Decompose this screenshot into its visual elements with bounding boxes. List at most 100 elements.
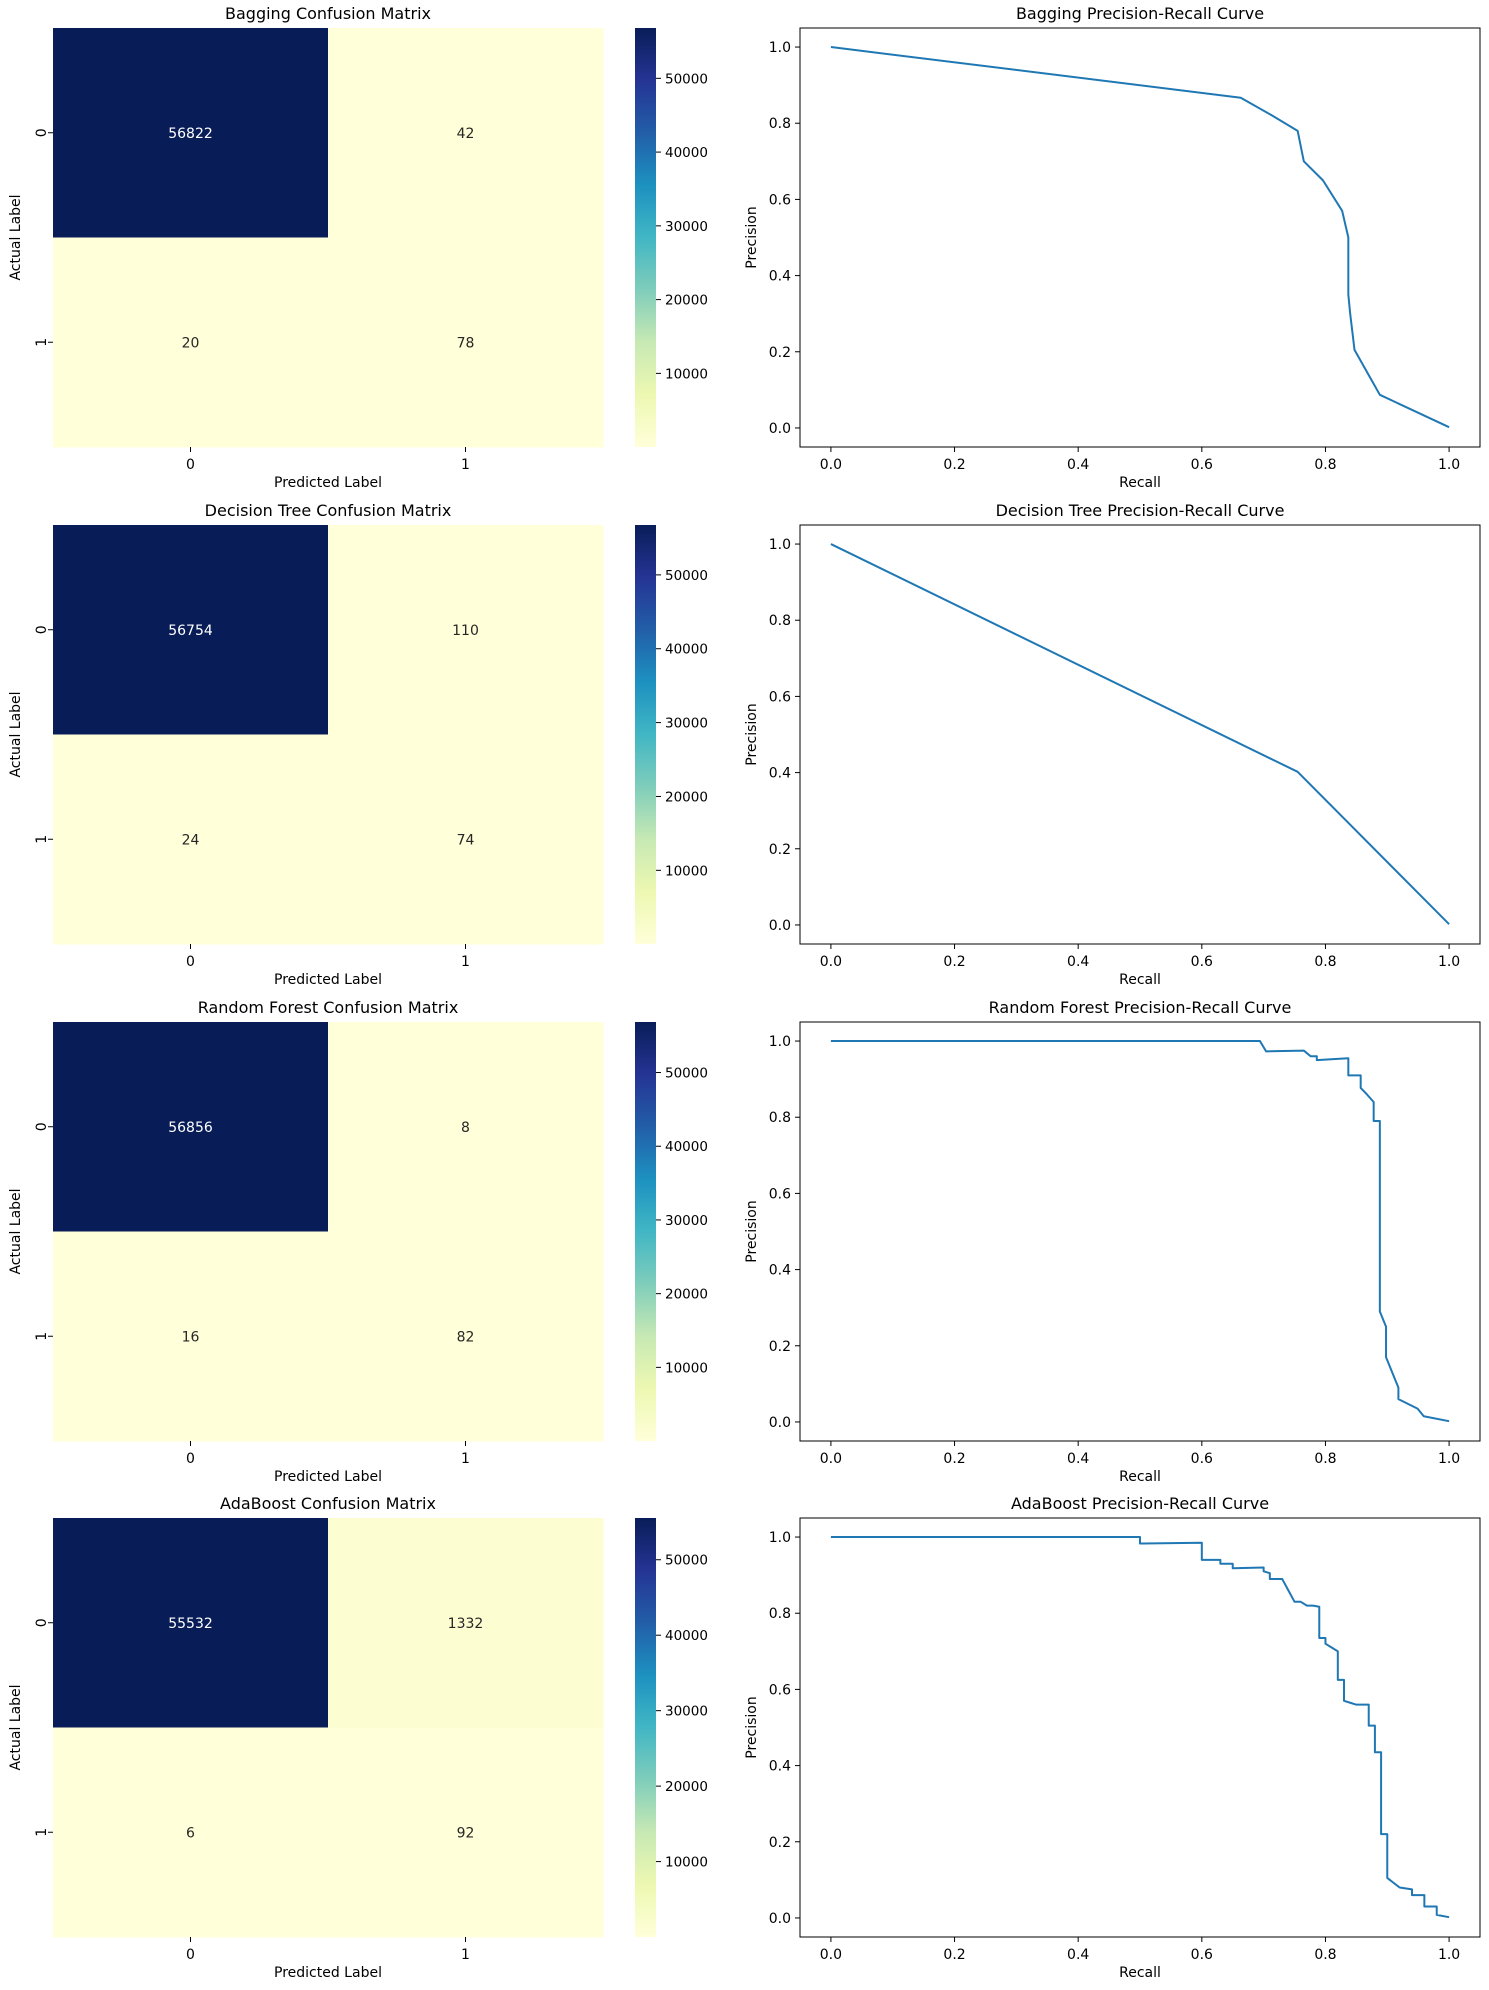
x-axis-label: Predicted Label <box>274 972 382 988</box>
colorbar <box>635 1022 656 1441</box>
x-tick-label: 0.0 <box>820 954 842 970</box>
y-tick-label: 0.0 <box>769 421 791 437</box>
x-tick-label: 1 <box>461 1451 470 1467</box>
x-tick-label: 1.0 <box>1438 954 1460 970</box>
heatmap-cell <box>328 28 604 238</box>
heatmap-cell <box>328 1518 604 1728</box>
x-tick-label: 0 <box>186 1451 195 1467</box>
x-tick-label: 1.0 <box>1438 1451 1460 1467</box>
cell-value-label: 55532 <box>168 1616 213 1632</box>
y-tick-label: 0.8 <box>769 613 791 629</box>
colorbar-tick-label: 20000 <box>665 293 708 309</box>
cell-value-label: 74 <box>457 832 475 848</box>
y-tick-label: 1 <box>34 338 50 347</box>
x-tick-label: 0.6 <box>1191 1947 1213 1963</box>
heatmap-title: Decision Tree Confusion Matrix <box>205 501 452 520</box>
colorbar-tick-label: 30000 <box>665 1704 708 1720</box>
x-tick-label: 0.2 <box>943 1451 965 1467</box>
heatmap-cell <box>328 1727 604 1938</box>
x-tick-label: 0 <box>186 954 195 970</box>
x-tick-label: 0.2 <box>943 954 965 970</box>
y-tick-label: 0.2 <box>769 1835 791 1851</box>
x-tick-label: 0.2 <box>943 1947 965 1963</box>
y-tick-label: 0.4 <box>769 766 791 782</box>
cell-value-label: 110 <box>452 623 479 639</box>
y-tick-label: 0.8 <box>769 1110 791 1126</box>
y-tick-label: 0.4 <box>769 1759 791 1775</box>
colorbar-tick-label: 30000 <box>665 716 708 732</box>
y-tick-label: 0.2 <box>769 1339 791 1355</box>
x-tick-label: 0.6 <box>1191 457 1213 473</box>
y-tick-label: 0.0 <box>769 1415 791 1431</box>
x-tick-label: 0.0 <box>820 1947 842 1963</box>
colorbar-tick-label: 50000 <box>665 71 708 87</box>
colorbar-tick-label: 10000 <box>665 366 708 382</box>
y-tick-label: 0 <box>34 1122 50 1131</box>
x-tick-label: 0.4 <box>1067 954 1089 970</box>
pr-curve-line <box>830 543 1450 925</box>
y-axis-label: Precision <box>744 703 760 765</box>
x-axis-label: Recall <box>1119 972 1161 988</box>
pr-curve-line <box>830 1040 1450 1423</box>
y-tick-label: 0.8 <box>769 116 791 132</box>
x-tick-label: 0 <box>186 1947 195 1963</box>
cell-value-label: 82 <box>457 1329 475 1345</box>
heatmap-title: AdaBoost Confusion Matrix <box>220 1494 436 1513</box>
x-tick-label: 0.4 <box>1067 1451 1089 1467</box>
y-tick-label: 0 <box>34 128 50 137</box>
cell-value-label: 1332 <box>448 1616 484 1632</box>
y-tick-label: 0 <box>34 1618 50 1627</box>
x-axis-label: Predicted Label <box>274 1469 382 1485</box>
x-axis-label: Recall <box>1119 475 1161 491</box>
y-tick-label: 0.4 <box>769 1263 791 1279</box>
y-tick-label: 1.0 <box>769 537 791 553</box>
y-tick-label: 0.6 <box>769 689 791 705</box>
confusion-matrix-6: AdaBoost Confusion Matrix 55532 1332 6 92 0 0 1… <box>8 1494 708 1981</box>
heatmap-cell <box>53 1022 329 1232</box>
x-axis-label: Recall <box>1119 1965 1161 1981</box>
y-axis-label: Precision <box>744 1200 760 1262</box>
x-tick-label: 1.0 <box>1438 1947 1460 1963</box>
x-tick-label: 0.8 <box>1314 1947 1336 1963</box>
y-tick-label: 1.0 <box>769 1530 791 1546</box>
cell-value-label: 24 <box>182 832 200 848</box>
x-tick-label: 1 <box>461 954 470 970</box>
y-tick-label: 0 <box>34 625 50 634</box>
cell-value-label: 8 <box>461 1120 470 1136</box>
heatmap-cell <box>328 237 604 448</box>
heatmap-cell <box>53 525 329 735</box>
confusion-matrix-4: Random Forest Confusion Matrix 56856 8 16 82… <box>8 998 708 1485</box>
y-tick-label: 1.0 <box>769 1034 791 1050</box>
heatmap-cell <box>53 1727 329 1938</box>
x-tick-label: 0.8 <box>1314 1451 1336 1467</box>
colorbar-tick-label: 40000 <box>665 1139 708 1155</box>
x-tick-label: 0.2 <box>943 457 965 473</box>
precision-recall-plot-3: Decision Tree Precision-Recall Curve 0.0 0… <box>744 501 1481 988</box>
heatmap-title: Random Forest Confusion Matrix <box>198 998 459 1017</box>
plot-title: Bagging Precision-Recall Curve <box>1016 4 1264 23</box>
colorbar <box>635 1518 656 1937</box>
cell-value-label: 6 <box>186 1825 195 1841</box>
axes-frame <box>799 1517 1481 1938</box>
cell-value-label: 78 <box>457 335 475 351</box>
colorbar-tick-label: 20000 <box>665 1287 708 1303</box>
axes-frame <box>799 27 1481 448</box>
x-tick-label: 1 <box>461 1947 470 1963</box>
x-tick-label: 0.8 <box>1314 457 1336 473</box>
heatmap-title: Bagging Confusion Matrix <box>225 4 431 23</box>
colorbar-tick-label: 10000 <box>665 1855 708 1871</box>
y-tick-label: 1 <box>34 835 50 844</box>
y-tick-label: 0.6 <box>769 1682 791 1698</box>
plot-title: Random Forest Precision-Recall Curve <box>989 998 1292 1017</box>
colorbar-tick-label: 10000 <box>665 863 708 879</box>
y-axis-label: Precision <box>744 206 760 268</box>
y-axis-label: Actual Label <box>8 1188 24 1274</box>
colorbar-tick-label: 30000 <box>665 1213 708 1229</box>
colorbar-tick-label: 40000 <box>665 145 708 161</box>
pr-curve-line <box>830 46 1450 429</box>
y-tick-label: 0.8 <box>769 1606 791 1622</box>
y-tick-label: 0.4 <box>769 269 791 285</box>
x-tick-label: 1 <box>461 457 470 473</box>
